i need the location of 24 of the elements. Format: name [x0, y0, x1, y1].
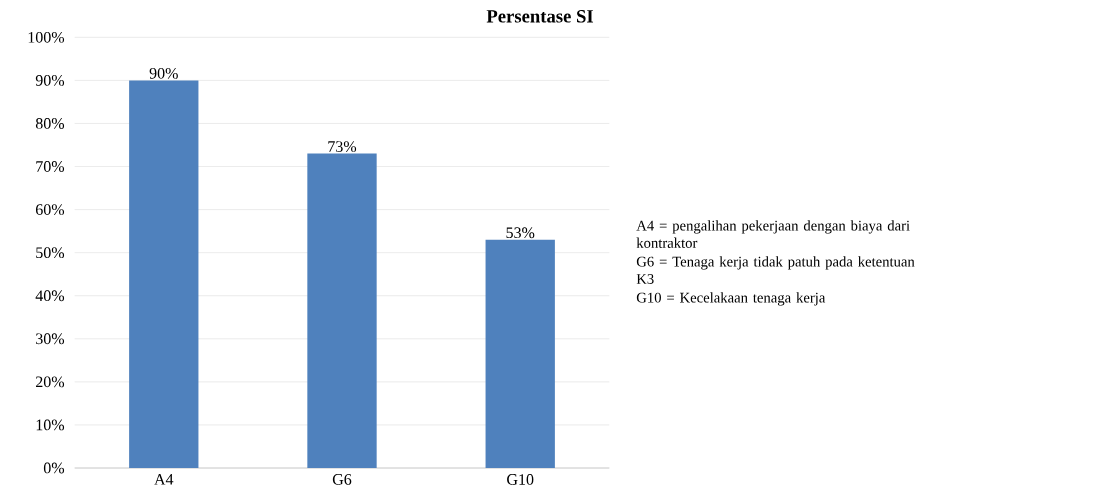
- y-tick-label: 100%: [28, 31, 65, 43]
- y-tick-label: 20%: [36, 376, 65, 388]
- y-tick-label: 90%: [35, 74, 65, 86]
- y-tick-label: 60%: [35, 204, 65, 216]
- y-tick-label: 0%: [43, 462, 65, 474]
- x-tick-label: G6: [332, 474, 352, 485]
- chart-title: Persentase SI: [486, 10, 594, 23]
- y-tick-label: 70%: [36, 161, 65, 172]
- bar: [129, 80, 199, 468]
- data-label: 90%: [149, 67, 178, 79]
- y-tick-label: 10%: [36, 419, 65, 431]
- text: A4 = pengalihan pekerjaan dengan biaya dari kontraktor: [636, 220, 910, 248]
- text: G6 = Tenaga kerja tidak patuh pada ketentuan K3: [636, 256, 915, 284]
- x-tick-label: A4: [154, 474, 174, 485]
- data-label: 53%: [506, 227, 535, 239]
- y-tick-label: 40%: [35, 290, 65, 302]
- text: G10 = Kecelakaan tenaga kerja: [636, 292, 826, 306]
- bar: [485, 239, 555, 468]
- y-tick-label: 30%: [36, 333, 65, 345]
- y-tick-label: 80%: [35, 118, 65, 129]
- data-label: 73%: [328, 141, 357, 153]
- x-tick-label: G10: [507, 474, 534, 485]
- bar: [307, 153, 377, 468]
- y-tick-label: 50%: [36, 247, 65, 259]
